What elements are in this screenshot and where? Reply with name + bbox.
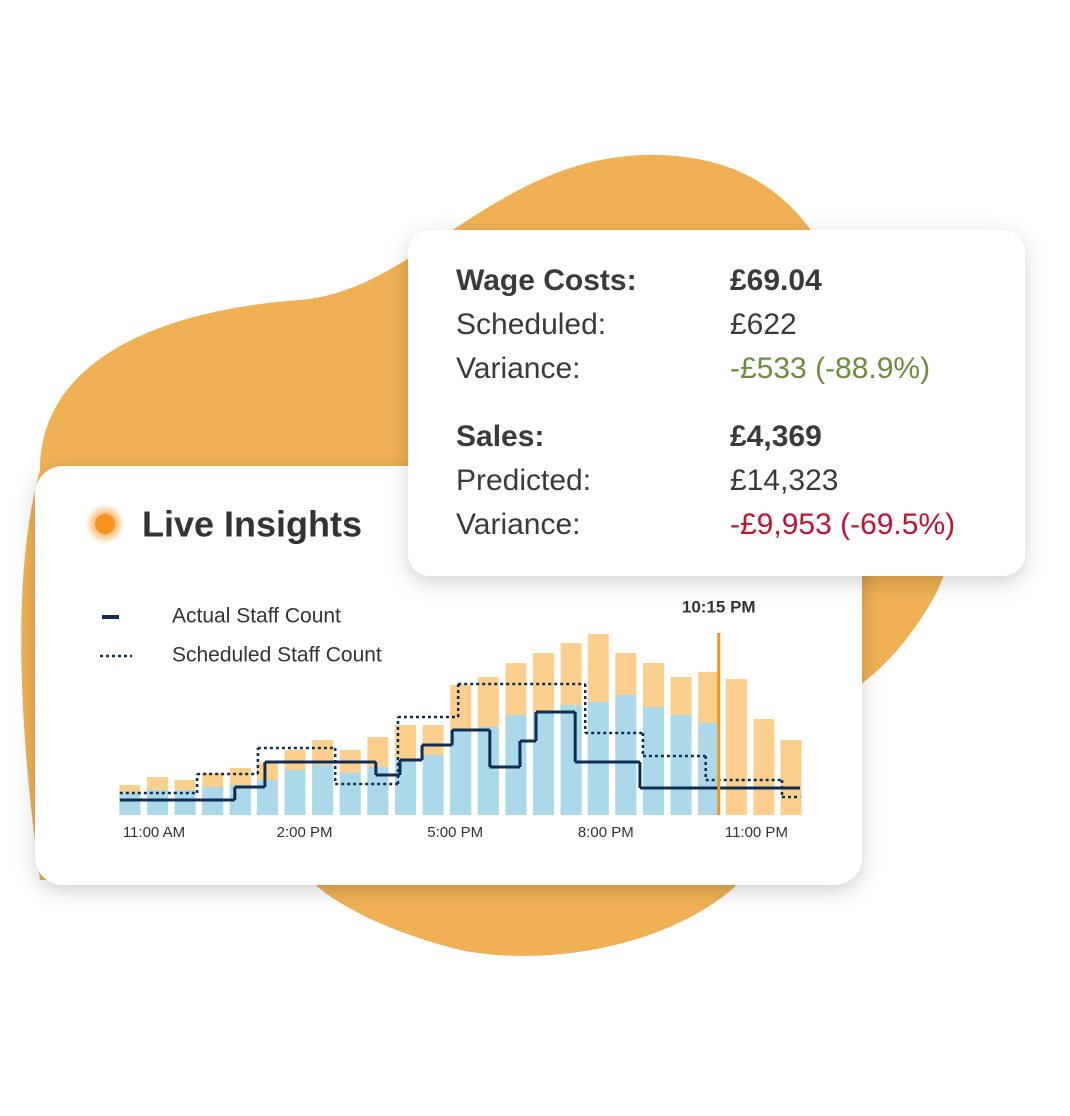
bar [477,727,499,815]
row-label: Scheduled: [456,308,606,341]
row-label: Variance: [456,352,581,385]
row-value: £14,323 [730,464,838,497]
bar [753,719,775,815]
bar [670,715,692,815]
row-label: Wage Costs: [456,264,637,297]
row-value: £69.04 [730,264,822,297]
bar [339,773,361,815]
bar [450,730,472,815]
bar [367,767,389,815]
row-value: £622 [730,308,797,341]
bar [284,770,306,815]
bar [615,695,637,815]
now-marker-label: 10:15 PM [682,597,756,616]
x-tick-label: 2:00 PM [277,824,333,841]
bar [422,755,444,815]
bar [642,707,664,815]
summary-card: Wage Costs: £69.04 Scheduled: £622 Variance:… [408,230,1025,576]
x-tick-label: 8:00 PM [578,824,634,841]
legend-label: Actual Staff Count [172,605,341,628]
row-label: Predicted: [456,464,591,497]
card-background [408,230,1025,576]
bar [698,723,720,815]
bar [587,702,609,815]
row-label: Variance: [456,508,581,541]
legend-label: Scheduled Staff Count [172,644,382,667]
row-value: -£9,953 (-69.5%) [730,508,955,541]
panel-title: Live Insights [142,504,362,545]
x-tick-label: 11:00 AM [123,824,185,841]
bar [312,765,334,815]
bar [174,790,196,815]
bar [533,713,555,815]
bar [725,679,747,815]
chart: 10:15 PM 11:00 AM 2:00 PM 5:00 PM 8:00 PM 11:… [100,597,802,841]
live-dot [95,514,115,534]
row-value: £4,369 [730,420,822,453]
bar [119,793,141,815]
bar [505,715,527,815]
bar [780,740,802,815]
x-tick-label: 5:00 PM [427,824,483,841]
bar [146,790,168,815]
row-label: Sales: [456,420,544,453]
bar [256,780,278,815]
row-value: -£533 (-88.9%) [730,352,930,385]
bar [394,759,416,815]
x-tick-label: 11:00 PM [725,824,788,841]
bar [560,705,582,815]
